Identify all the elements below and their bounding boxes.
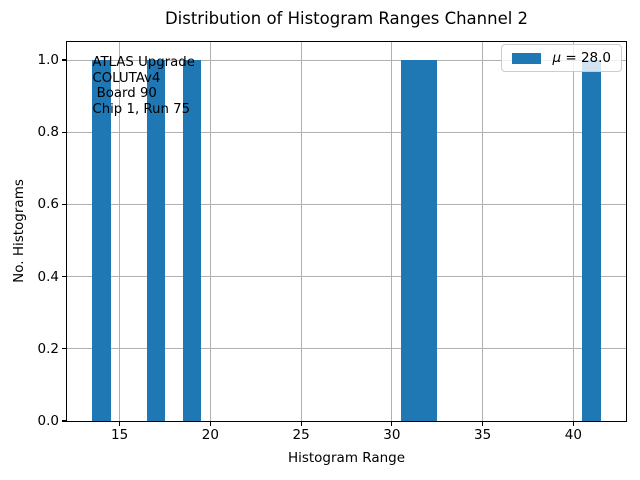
gridline-vertical <box>391 42 393 421</box>
legend-swatch <box>512 52 542 64</box>
x-tick-mark <box>482 422 484 426</box>
gridline-horizontal <box>67 203 626 205</box>
histogram-bar <box>146 60 165 421</box>
y-tick-mark <box>62 59 66 61</box>
chart-title: Distribution of Histogram Ranges Channel… <box>164 9 529 28</box>
gridline-vertical <box>119 42 121 421</box>
x-tick-label: 20 <box>201 427 219 443</box>
y-tick-mark <box>62 276 66 278</box>
x-tick-mark <box>209 422 211 426</box>
x-tick-label: 35 <box>474 427 492 443</box>
x-tick-mark <box>572 422 574 426</box>
y-tick-label: 0.8 <box>37 124 59 141</box>
gridline-horizontal <box>67 348 626 350</box>
y-tick-label: 0.4 <box>37 268 59 285</box>
histogram-bar <box>400 60 438 421</box>
gridline-horizontal <box>67 131 626 133</box>
gridline-vertical <box>300 42 302 421</box>
x-tick-label: 25 <box>292 427 310 443</box>
x-tick-label: 15 <box>111 427 129 443</box>
x-tick-label: 30 <box>383 427 401 443</box>
y-tick-label: 0.2 <box>37 340 59 357</box>
x-tick-mark <box>300 422 302 426</box>
gridline-horizontal <box>67 59 626 61</box>
histogram-bar <box>582 60 601 421</box>
x-axis-label: Histogram Range <box>287 450 406 466</box>
histogram-bar <box>92 60 111 421</box>
y-tick-label: 0.6 <box>37 196 59 213</box>
annotation-text: ATLAS Upgrade COLUTAv4 Board 90 Chip 1, … <box>92 55 195 117</box>
plot-area: ATLAS Upgrade COLUTAv4 Board 90 Chip 1, … <box>66 41 627 422</box>
x-tick-mark <box>119 422 121 426</box>
legend-label: μ = 28.0 <box>552 50 611 66</box>
y-axis-label: No. Histograms <box>11 179 27 283</box>
y-tick-mark <box>62 131 66 133</box>
x-tick-label: 40 <box>564 427 582 443</box>
gridline-vertical <box>572 42 574 421</box>
gridline-vertical <box>209 42 211 421</box>
legend: μ = 28.0 <box>501 44 622 72</box>
y-tick-mark <box>62 348 66 350</box>
histogram-bar <box>183 60 202 421</box>
gridline-horizontal <box>67 276 626 278</box>
legend-value: = 28.0 <box>561 50 611 66</box>
y-tick-mark <box>62 420 66 422</box>
legend-mu-symbol: μ <box>552 50 562 66</box>
y-tick-label: 0.0 <box>37 413 59 429</box>
y-tick-label: 1.0 <box>37 52 59 69</box>
y-tick-mark <box>62 203 66 206</box>
gridline-vertical <box>482 42 484 421</box>
x-tick-mark <box>391 422 393 426</box>
